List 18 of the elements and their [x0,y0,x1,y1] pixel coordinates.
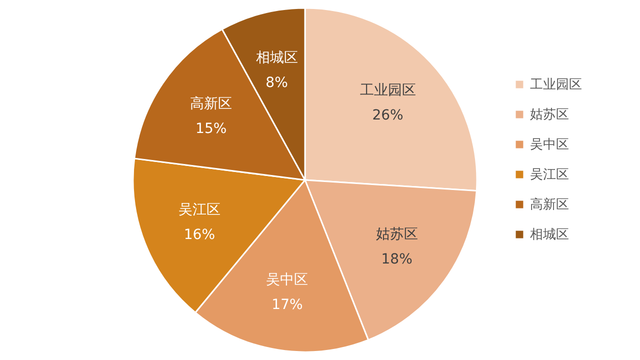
data-label: 16% [184,226,216,243]
slice-label: 吴中区 [266,272,308,288]
slice-label: 工业园区 [360,82,416,98]
legend-label: 吴江区 [530,168,569,182]
slice-label: 相城区 [256,50,298,66]
legend-label: 高新区 [530,196,569,212]
legend-label: 工业园区 [530,78,582,92]
data-label: 17% [272,297,303,314]
data-label: 8% [266,75,288,92]
legend-label: 相城区 [530,228,569,242]
data-label: 26% [372,107,404,124]
legend-label: 姑苏区 [530,108,569,122]
slice-label: 姑苏区 [376,226,418,243]
data-label: 18% [381,252,412,268]
slice-label: 吴江区 [178,202,220,218]
slice-label: 高新区 [190,96,232,112]
data-label: 15% [196,121,227,138]
legend-label: 吴中区 [530,138,569,152]
